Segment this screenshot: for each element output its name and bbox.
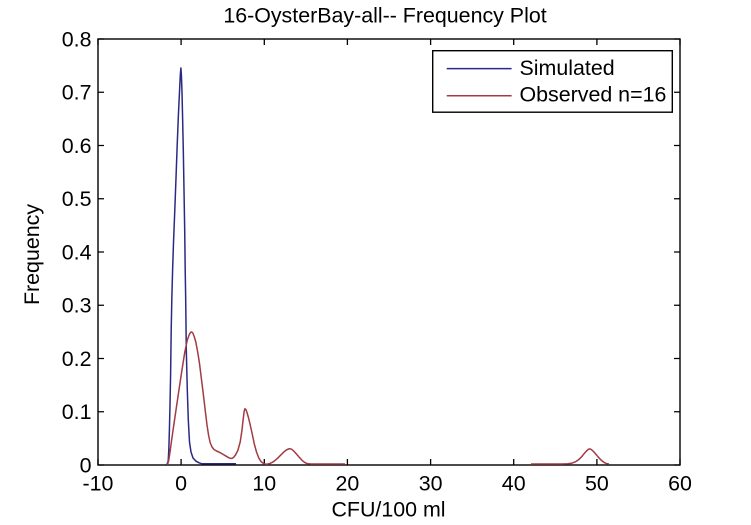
svg-text:CFU/100 ml: CFU/100 ml bbox=[331, 498, 445, 522]
svg-text:Observed n=16: Observed n=16 bbox=[520, 83, 667, 107]
svg-text:Frequency: Frequency bbox=[20, 204, 44, 305]
svg-text:10: 10 bbox=[252, 471, 276, 495]
svg-text:0.2: 0.2 bbox=[62, 347, 92, 371]
svg-text:Simulated: Simulated bbox=[520, 56, 615, 80]
svg-text:0.1: 0.1 bbox=[62, 400, 92, 424]
svg-text:-10: -10 bbox=[83, 471, 114, 495]
svg-text:50: 50 bbox=[585, 471, 609, 495]
svg-text:0.8: 0.8 bbox=[62, 27, 92, 51]
svg-text:0.6: 0.6 bbox=[62, 134, 92, 158]
svg-text:0.5: 0.5 bbox=[62, 187, 92, 211]
svg-text:0.3: 0.3 bbox=[62, 294, 92, 318]
svg-text:30: 30 bbox=[419, 471, 443, 495]
svg-text:60: 60 bbox=[668, 471, 692, 495]
svg-text:0.4: 0.4 bbox=[62, 240, 92, 264]
svg-text:16-OysterBay-all-- Frequency P: 16-OysterBay-all-- Frequency Plot bbox=[223, 4, 546, 28]
svg-text:0: 0 bbox=[80, 453, 92, 477]
svg-text:40: 40 bbox=[502, 471, 526, 495]
svg-text:20: 20 bbox=[336, 471, 360, 495]
svg-text:0: 0 bbox=[175, 471, 187, 495]
svg-text:0.7: 0.7 bbox=[62, 81, 92, 105]
